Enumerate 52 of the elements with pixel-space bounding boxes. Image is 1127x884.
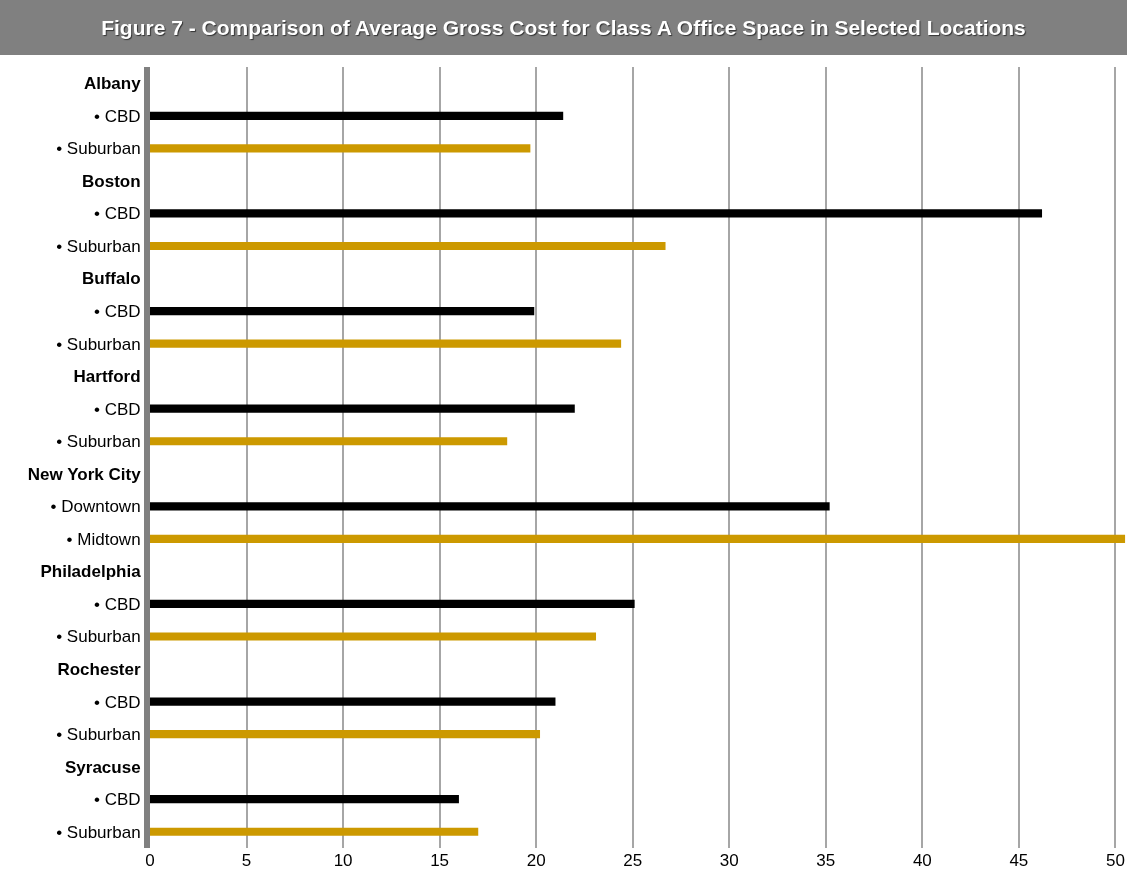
bar xyxy=(150,502,830,511)
y-tick-label: • Suburban xyxy=(56,236,141,256)
bar xyxy=(150,144,531,153)
y-tick-label: • CBD xyxy=(94,594,141,614)
x-tick-label: 30 xyxy=(719,851,739,870)
x-tick-label: 5 xyxy=(241,851,252,870)
bar xyxy=(150,209,1043,218)
x-tick-label: 50 xyxy=(1105,851,1125,870)
bar xyxy=(150,404,575,413)
bar xyxy=(150,827,479,836)
bar xyxy=(150,534,1126,543)
chart-title: Figure 7 - Comparison of Average Gross Cost for Class A Office Space in Selected Locations xyxy=(0,0,1127,55)
bar xyxy=(150,306,535,316)
y-tick-label: Philadelphia xyxy=(40,562,142,582)
x-tick-label: 20 xyxy=(526,851,546,870)
y-tick-label: • CBD xyxy=(94,790,141,810)
y-tick-label: • Suburban xyxy=(56,627,141,647)
y-tick-label: • Suburban xyxy=(56,822,141,842)
bar xyxy=(150,339,622,348)
y-tick-label: Syracuse xyxy=(64,757,141,777)
bar xyxy=(150,632,597,641)
y-tick-label: Rochester xyxy=(57,659,141,679)
y-tick-label: • Suburban xyxy=(56,334,141,354)
x-tick-label: 15 xyxy=(430,851,450,870)
x-tick-label: 35 xyxy=(816,851,836,870)
x-tick-label: 40 xyxy=(912,851,932,870)
x-tick-label: 45 xyxy=(1009,851,1029,870)
y-tick-label: • CBD xyxy=(94,302,141,322)
y-tick-label: Albany xyxy=(83,74,142,94)
y-tick-label: • CBD xyxy=(94,692,141,712)
bar xyxy=(150,437,508,446)
y-tick-label: Hartford xyxy=(73,367,141,387)
y-tick-label: New York City xyxy=(27,464,142,484)
bar xyxy=(150,697,556,706)
bar xyxy=(150,241,666,251)
bar xyxy=(150,730,541,739)
y-tick-label: • CBD xyxy=(94,204,141,224)
x-tick-label: 0 xyxy=(145,851,155,870)
y-tick-label: • Suburban xyxy=(56,725,141,745)
y-tick-label: • Midtown xyxy=(66,529,141,549)
y-tick-label: Boston xyxy=(82,171,141,191)
x-tick-label: 10 xyxy=(333,851,353,870)
x-tick-label: 25 xyxy=(623,851,643,870)
y-tick-label: • Downtown xyxy=(50,497,141,517)
bar xyxy=(150,795,459,804)
y-tick-label: • CBD xyxy=(94,399,141,419)
y-tick-label: Buffalo xyxy=(82,269,141,289)
y-tick-label: • CBD xyxy=(94,106,141,126)
bar xyxy=(150,111,564,120)
bar xyxy=(150,599,635,609)
y-tick-label: • Suburban xyxy=(56,432,141,452)
y-tick-label: • Suburban xyxy=(56,139,141,159)
